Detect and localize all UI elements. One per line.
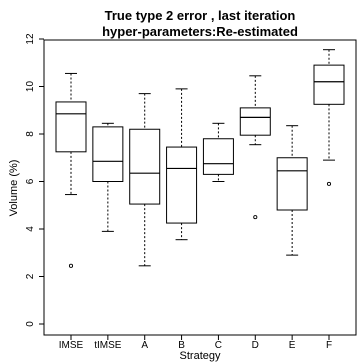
y-tick-label: 10	[25, 81, 36, 93]
chart-title: True type 2 error , last iteration	[105, 8, 296, 23]
box-a	[129, 93, 161, 267]
x-axis-label: Strategy	[180, 350, 221, 362]
iqr-box	[129, 128, 161, 205]
y-tick-label: 2	[25, 273, 36, 279]
plot-frame	[43, 39, 357, 336]
outlier-point	[326, 181, 332, 186]
box-b	[166, 88, 198, 241]
box-e	[276, 125, 308, 256]
outlier-point	[253, 215, 258, 220]
box-c	[202, 122, 234, 182]
box-d	[239, 75, 271, 220]
outlier-point	[68, 263, 74, 268]
iqr-box	[166, 146, 198, 224]
y-axis-ticks: 0 2 4 6 8 10 12	[25, 33, 44, 327]
y-tick-label: 0	[25, 321, 36, 327]
x-tick-label: tIMSE	[94, 340, 122, 351]
x-tick-label: C	[215, 340, 222, 351]
box-timse	[92, 122, 124, 232]
iqr-box	[55, 101, 87, 153]
x-axis-ticks: IMSE tIMSE A B C D E F	[59, 335, 332, 351]
x-tick-label: A	[141, 340, 148, 351]
x-tick-label: D	[252, 340, 259, 351]
x-tick-label: IMSE	[59, 340, 84, 351]
y-tick-label: 4	[25, 226, 36, 232]
box-imse	[55, 72, 87, 268]
box-f	[313, 49, 345, 186]
iqr-box	[202, 138, 234, 175]
x-tick-label: B	[178, 340, 185, 351]
y-tick-label: 12	[25, 33, 36, 45]
iqr-box	[276, 157, 308, 211]
y-tick-label: 8	[25, 131, 36, 137]
x-tick-label: F	[326, 340, 332, 351]
x-tick-label: E	[289, 340, 296, 351]
iqr-box	[313, 64, 345, 105]
box-series	[55, 49, 345, 268]
chart-subtitle: hyper-parameters:Re-estimated	[102, 24, 298, 39]
iqr-box	[239, 107, 271, 136]
y-axis-label: Volume (%)	[8, 160, 20, 217]
iqr-box	[92, 126, 124, 182]
y-tick-label: 6	[25, 178, 36, 184]
